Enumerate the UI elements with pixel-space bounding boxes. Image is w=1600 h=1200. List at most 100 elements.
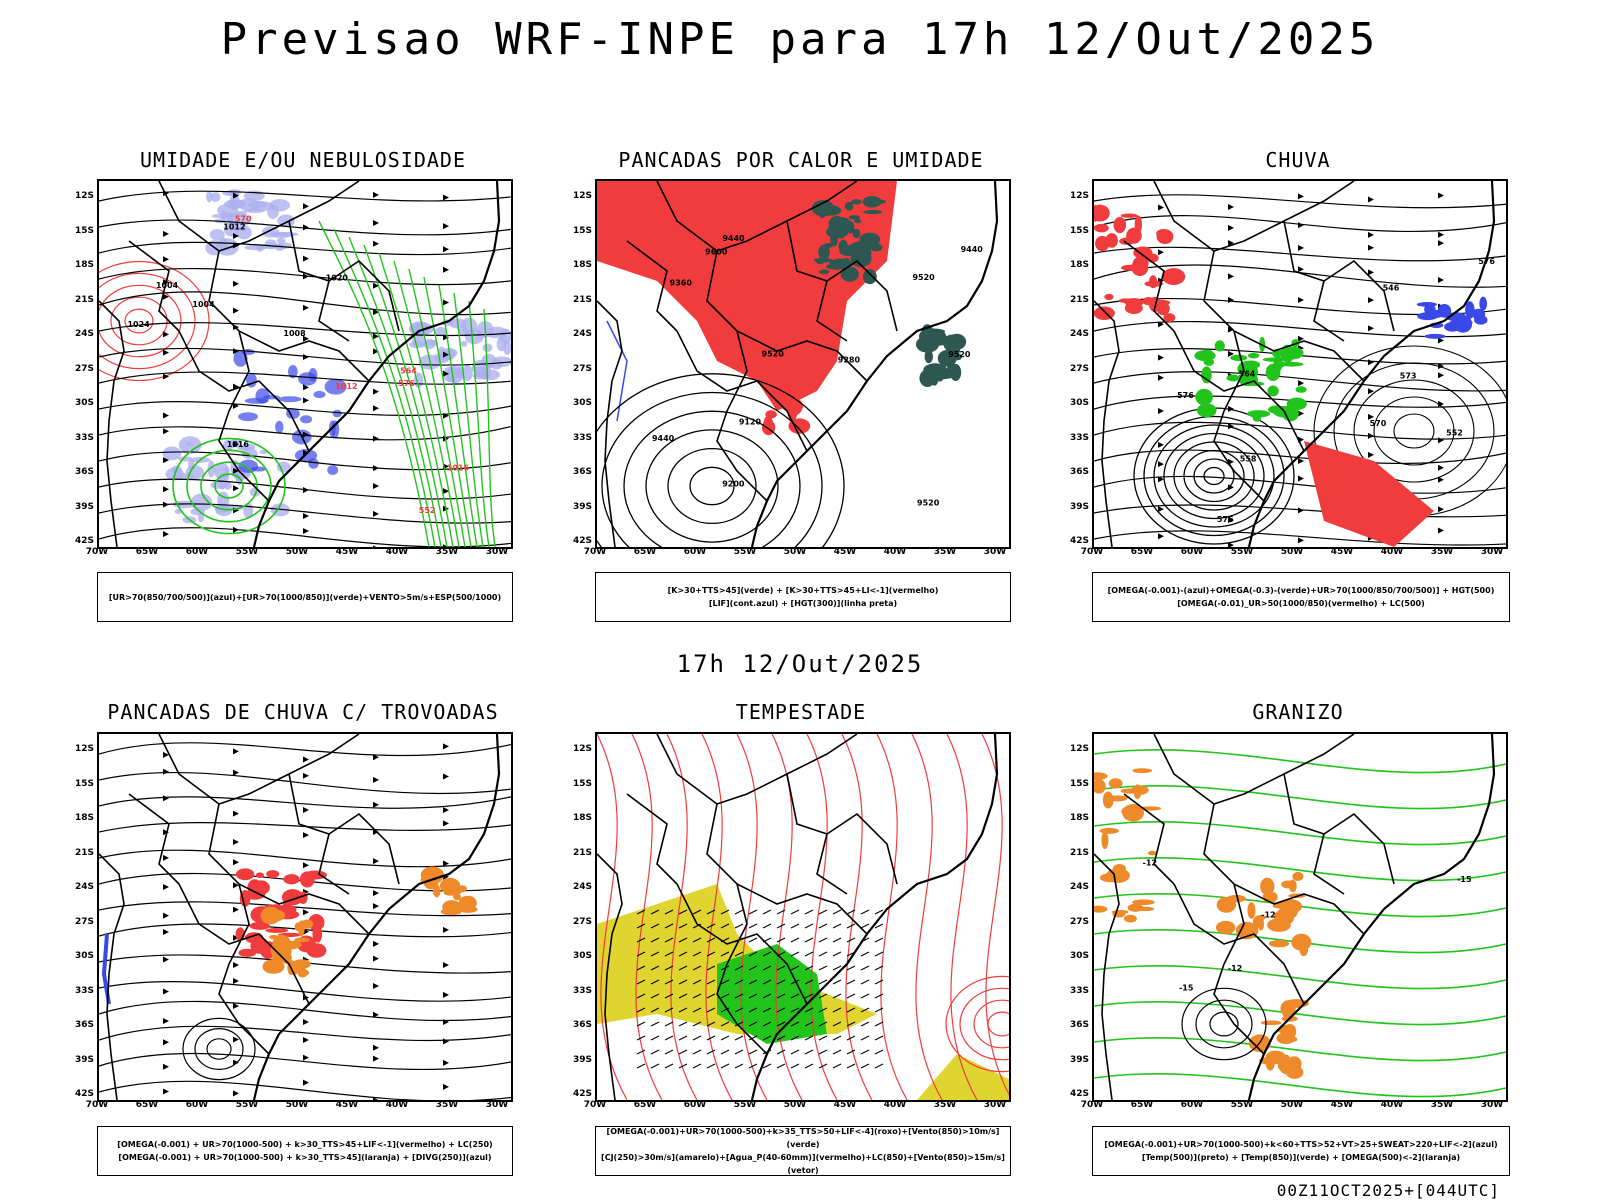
lat-tick-label: 12S <box>74 744 94 754</box>
lat-tick-label: 15S <box>74 225 94 236</box>
humidity-map-graphic: 1004 1004 1008 1012 1016 1020 1024 1012 1016 576 5… <box>99 181 511 547</box>
lon-tick-label: 55W <box>235 1100 259 1110</box>
lat-tick-label: 24S <box>1069 882 1089 892</box>
lon-tick-label: 50W <box>783 547 807 557</box>
lat-tick-label: 39S <box>1069 501 1089 512</box>
heat-showers-map-graphic: 9600 9520 9520 9520 9440 9360 9280 9200 9120 9440… <box>597 181 999 547</box>
lat-tick-label: 42S <box>74 536 94 546</box>
lon-tick-label: 50W <box>1280 1100 1304 1110</box>
lon-tick-label: 45W <box>335 547 359 557</box>
lat-tick-label: 18S <box>1069 260 1089 270</box>
contour-label: 1004 <box>156 281 179 290</box>
lat-tick-label: 12S <box>572 744 592 754</box>
lat-tick-label: 15S <box>1069 225 1089 236</box>
contour-label: 573 <box>1400 372 1417 381</box>
lat-tick-label: 27S <box>74 916 94 927</box>
legend-line: [OMEGA(-0.001)+UR>70(1000-500)+k>35_TTS>… <box>606 1127 1000 1149</box>
lat-tick-label: 42S <box>572 1089 592 1099</box>
lat-tick-label: 24S <box>572 329 592 339</box>
lon-tick-label: 35W <box>933 1100 957 1110</box>
lon-tick-label: 40W <box>385 547 409 557</box>
thunderstorms-map <box>97 732 513 1102</box>
lat-tick-label: 27S <box>1069 363 1089 374</box>
storm-legend: [OMEGA(-0.001)+UR>70(1000-500)+k>35_TTS>… <box>595 1126 1011 1176</box>
humidity-legend: [UR>70(850/700/500)](azul)+[UR>70(1000/8… <box>97 572 513 622</box>
lon-tick-label: 55W <box>1230 1100 1254 1110</box>
lon-tick-label: 50W <box>1280 547 1304 557</box>
lon-tick-label: 70W <box>85 547 109 557</box>
rain-map-graphic: 576 570 564 558 552 546 576 576 573 <box>1094 181 1506 547</box>
hail-legend: [OMEGA(-0.001)+UR>70(1000-500)+k<60+TTS>… <box>1092 1126 1510 1176</box>
contour-label: -12 <box>1143 858 1157 867</box>
lat-tick-label: 42S <box>74 1089 94 1099</box>
lat-tick-label: 12S <box>572 191 592 201</box>
lon-tick-label: 30W <box>983 547 1007 557</box>
lon-tick-label: 65W <box>135 547 159 557</box>
thunderstorms-legend: [OMEGA(-0.001) + UR>70(1000-500) + k>30_… <box>97 1126 513 1176</box>
heat-showers-map: 9600 9520 9520 9520 9440 9360 9280 9200 9120 9440… <box>595 179 1011 549</box>
lat-tick-label: 36S <box>572 467 592 477</box>
heat-showers-legend: [K>30+TTS>45](verde) + [K>30+TTS>45+LI<-… <box>595 572 1011 622</box>
rain-legend: [OMEGA(-0.001)-(azul)+OMEGA(-0.3)-(verde… <box>1092 572 1510 622</box>
lon-tick-label: 35W <box>435 547 459 557</box>
lat-tick-label: 36S <box>74 1020 94 1030</box>
lon-tick-label: 40W <box>1380 547 1404 557</box>
contour-label: 1008 <box>283 329 306 338</box>
lon-tick-label: 35W <box>933 547 957 557</box>
rain-panel-title: CHUVA <box>1265 148 1331 172</box>
contour-label: 9520 <box>948 350 971 359</box>
lat-tick-label: 30S <box>74 951 94 961</box>
lat-tick-label: 30S <box>1069 951 1089 961</box>
lon-tick-label: 40W <box>1380 1100 1404 1110</box>
lon-tick-label: 30W <box>485 1100 509 1110</box>
legend-line: [OMEGA(-0.001)-(azul)+OMEGA(-0.3)-(verde… <box>1107 586 1495 595</box>
lon-tick-label: 55W <box>235 547 259 557</box>
lat-tick-label: 21S <box>74 847 94 858</box>
contour-label: 570 <box>235 215 252 224</box>
contour-label: 1024 <box>127 320 150 329</box>
lat-tick-label: 18S <box>74 813 94 823</box>
lat-tick-label: 36S <box>74 467 94 477</box>
hail-map-graphic: -12 -12 -15 -15 -12 <box>1094 734 1506 1100</box>
contour-label: 576 <box>1217 515 1234 524</box>
lat-tick-label: 42S <box>1069 536 1089 546</box>
lat-tick-label: 42S <box>1069 1089 1089 1099</box>
lon-tick-label: 55W <box>1230 547 1254 557</box>
lon-tick-label: 60W <box>1180 1100 1204 1110</box>
lon-tick-label: 70W <box>1080 1100 1104 1110</box>
hail-panel-title: GRANIZO <box>1252 700 1344 724</box>
lon-tick-label: 35W <box>435 1100 459 1110</box>
lon-tick-label: 45W <box>833 1100 857 1110</box>
lon-tick-label: 60W <box>683 547 707 557</box>
legend-line: [OMEGA(-0.01)_UR>50(1000/850)(vermelho) … <box>1177 599 1425 608</box>
contour-label: 1020 <box>326 273 349 282</box>
contour-label: 1016 <box>227 440 250 449</box>
legend-line: [K>30+TTS>45](verde) + [K>30+TTS>45+LI<-… <box>667 586 939 595</box>
thunderstorms-map-graphic <box>99 734 511 1100</box>
lat-tick-label: 30S <box>74 398 94 408</box>
legend-line: [OMEGA(-0.001)+UR>70(1000-500)+k<60+TTS>… <box>1104 1140 1498 1149</box>
lat-tick-label: 30S <box>572 398 592 408</box>
lat-tick-label: 30S <box>1069 398 1089 408</box>
lon-tick-label: 50W <box>783 1100 807 1110</box>
contour-label: 552 <box>419 506 436 515</box>
contour-label: -12 <box>1228 964 1242 973</box>
lat-tick-label: 12S <box>1069 191 1089 201</box>
contour-label: 9120 <box>739 418 762 427</box>
lat-tick-label: 33S <box>1069 985 1089 996</box>
lat-tick-label: 15S <box>572 225 592 236</box>
lat-tick-label: 21S <box>74 294 94 305</box>
lat-tick-label: 39S <box>1069 1054 1089 1065</box>
lon-tick-label: 70W <box>85 1100 109 1110</box>
legend-line: [Temp(500)](preto) + [Temp(850)](verde) … <box>1141 1153 1461 1162</box>
contour-label: 9440 <box>961 245 984 254</box>
contour-label: 558 <box>1240 454 1257 463</box>
lat-tick-label: 21S <box>572 294 592 305</box>
lat-tick-label: 27S <box>74 363 94 374</box>
contour-label: 1004 <box>192 300 215 309</box>
lat-tick-label: 21S <box>1069 847 1089 858</box>
lat-tick-label: 33S <box>1069 432 1089 443</box>
lat-tick-label: 33S <box>572 985 592 996</box>
humidity-map: 1004 1004 1008 1012 1016 1020 1024 1012 1016 576 5… <box>97 179 513 549</box>
lon-tick-label: 30W <box>485 547 509 557</box>
